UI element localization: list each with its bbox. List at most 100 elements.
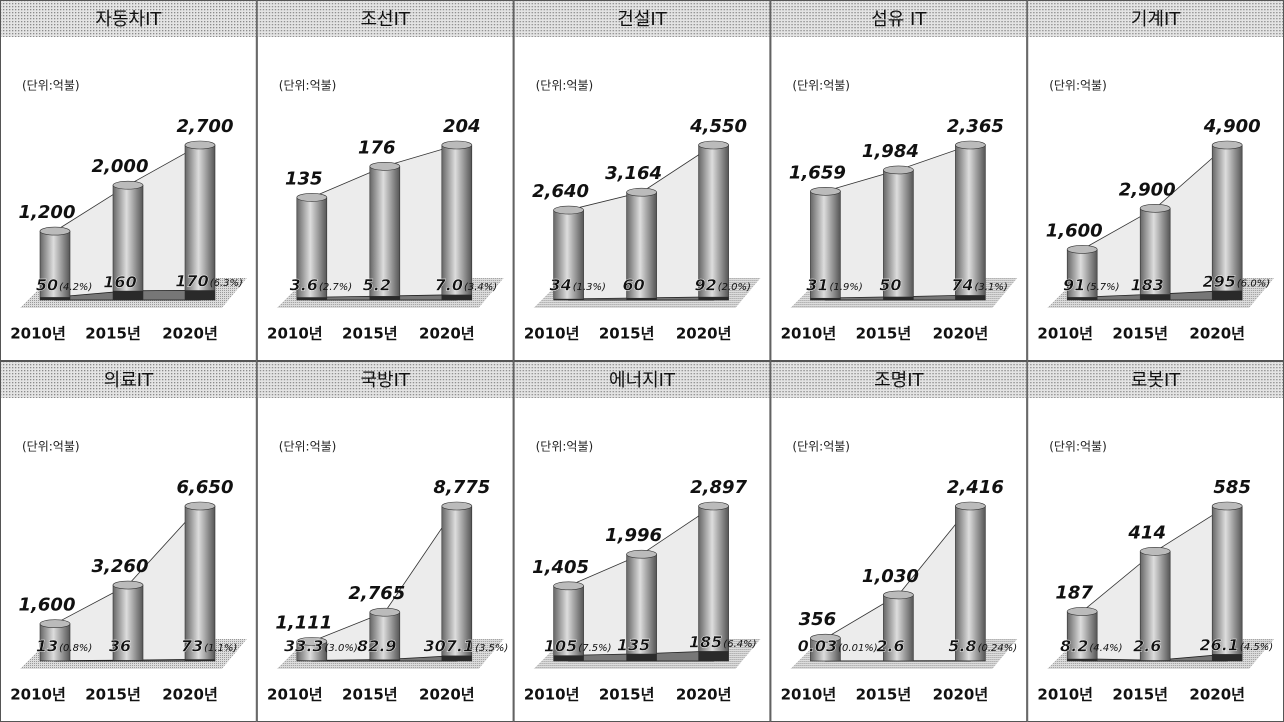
it-label: 92 [694,276,716,295]
it-label: 0.03 [798,637,837,656]
it-bar [296,660,327,661]
unit-label: (단위:억불) [792,440,850,454]
x-tick-label: 2020년 [933,325,989,343]
panel-title: 건설IT [617,9,667,30]
cylinder-cap [553,581,584,591]
x-tick-label: 2010년 [1037,325,1093,343]
total-label: 187 [1055,582,1093,603]
total-label: 2,897 [690,477,747,498]
share-label: (6.4%) [723,639,756,650]
it-label: 307.1 [423,637,474,656]
share-label: (3.5%) [475,643,508,654]
header-bar [1028,362,1283,398]
total-label: 6,650 [177,477,234,498]
share-label: (6.3%) [210,278,243,289]
panel-title: 에너지IT [609,370,676,391]
cylinder-cap [883,590,914,600]
total-label: 176 [358,137,396,158]
total-cylinder [626,191,657,301]
header-bar [514,1,770,37]
panel: 조명IT (단위:억불) 356 0.03 (0.01%) 2010년 1,030 2.6 20… [770,361,1028,722]
panel: 기계IT (단위:억불) 1,600 91 (5.7%) 2010년 2,900 183 201… [1027,0,1284,361]
cylinder-cap [626,187,657,197]
unit-label: (단위:억불) [792,79,850,93]
total-label: 4,550 [689,116,747,137]
total-cylinder [112,584,144,662]
panel-title: 국방IT [360,370,410,391]
x-tick-label: 2015년 [599,686,655,704]
x-tick-label: 2010년 [524,325,580,343]
panel-title: 기계IT [1131,9,1181,30]
panel: 섬유 IT (단위:억불) 1,659 31 (1.9%) 2010년 1,984 50 201… [770,0,1028,361]
total-label: 2,640 [532,181,589,202]
header-bar [771,362,1027,398]
x-tick-label: 2010년 [781,325,837,343]
header-bar [1,362,256,398]
it-bar [698,651,729,661]
total-cylinder [955,144,986,301]
cylinder-cap [369,161,401,171]
x-tick-label: 2010년 [781,686,837,704]
cylinder-cap [810,186,841,196]
total-label: 1,600 [19,595,76,616]
total-label: 356 [799,609,837,630]
share-label: (0.24%) [978,643,1018,654]
total-cylinder [810,190,841,301]
it-label: 105 [544,637,577,656]
unit-label: (단위:억불) [22,440,80,454]
cylinder-cap [1139,547,1171,556]
total-cylinder [1066,611,1098,662]
it-label: 82.9 [357,637,396,656]
cylinder-cap [1139,203,1171,213]
cylinder-cap [112,180,144,190]
total-label: 1,984 [862,141,919,162]
it-label: 8.2 [1060,637,1088,656]
total-label: 2,365 [947,116,1004,137]
total-cylinder [626,553,657,662]
panel: 의료IT (단위:억불) 1,600 13 (0.8%) 2010년 3,260 36 2015… [0,361,257,722]
x-tick-label: 2010년 [267,325,323,343]
share-label: (0.8%) [59,643,92,654]
x-tick-label: 2010년 [10,686,66,704]
total-cylinder [39,623,71,662]
unit-label: (단위:억불) [1049,79,1107,93]
total-cylinder [1211,505,1243,662]
x-tick-label: 2015년 [85,325,141,343]
total-label: 2,416 [947,477,1004,498]
cylinder-cap [1211,140,1243,150]
it-label: 185 [689,633,722,652]
total-cylinder [1066,249,1098,301]
cylinder-cap [626,549,657,559]
x-tick-label: 2015년 [1112,686,1168,704]
it-label: 295 [1202,272,1235,291]
it-bar [1067,658,1098,661]
cylinder-cap [112,580,144,590]
it-bar [40,297,70,300]
cylinder-cap [369,607,401,617]
panel: 건설IT (단위:억불) 2,640 34 (1.3%) 2010년 3,164 60 2015… [513,0,771,361]
it-label: 2.6 [876,637,904,656]
cylinder-cap [698,501,729,511]
share-label: (3.0%) [325,643,358,654]
it-label: 34 [549,276,571,295]
x-tick-label: 2015년 [856,686,912,704]
it-label: 36 [109,637,131,656]
unit-label: (단위:억불) [1049,440,1107,454]
total-cylinder [698,505,729,662]
x-tick-label: 2015년 [85,686,141,704]
share-label: (6.0%) [1237,279,1270,290]
panel-title: 조선IT [360,9,410,30]
share-label: (4.2%) [59,282,92,293]
it-label: 50 [879,276,901,295]
x-tick-label: 2010년 [10,325,66,343]
total-label: 1,600 [1046,220,1103,241]
it-bar [553,298,584,300]
total-cylinder [369,611,401,662]
unit-label: (단위:억불) [536,440,594,454]
x-tick-label: 2020년 [1189,686,1245,704]
panel-title: 자동차IT [95,9,162,30]
total-cylinder [369,165,401,301]
total-label: 3,260 [92,556,149,577]
header-bar [1028,1,1283,37]
